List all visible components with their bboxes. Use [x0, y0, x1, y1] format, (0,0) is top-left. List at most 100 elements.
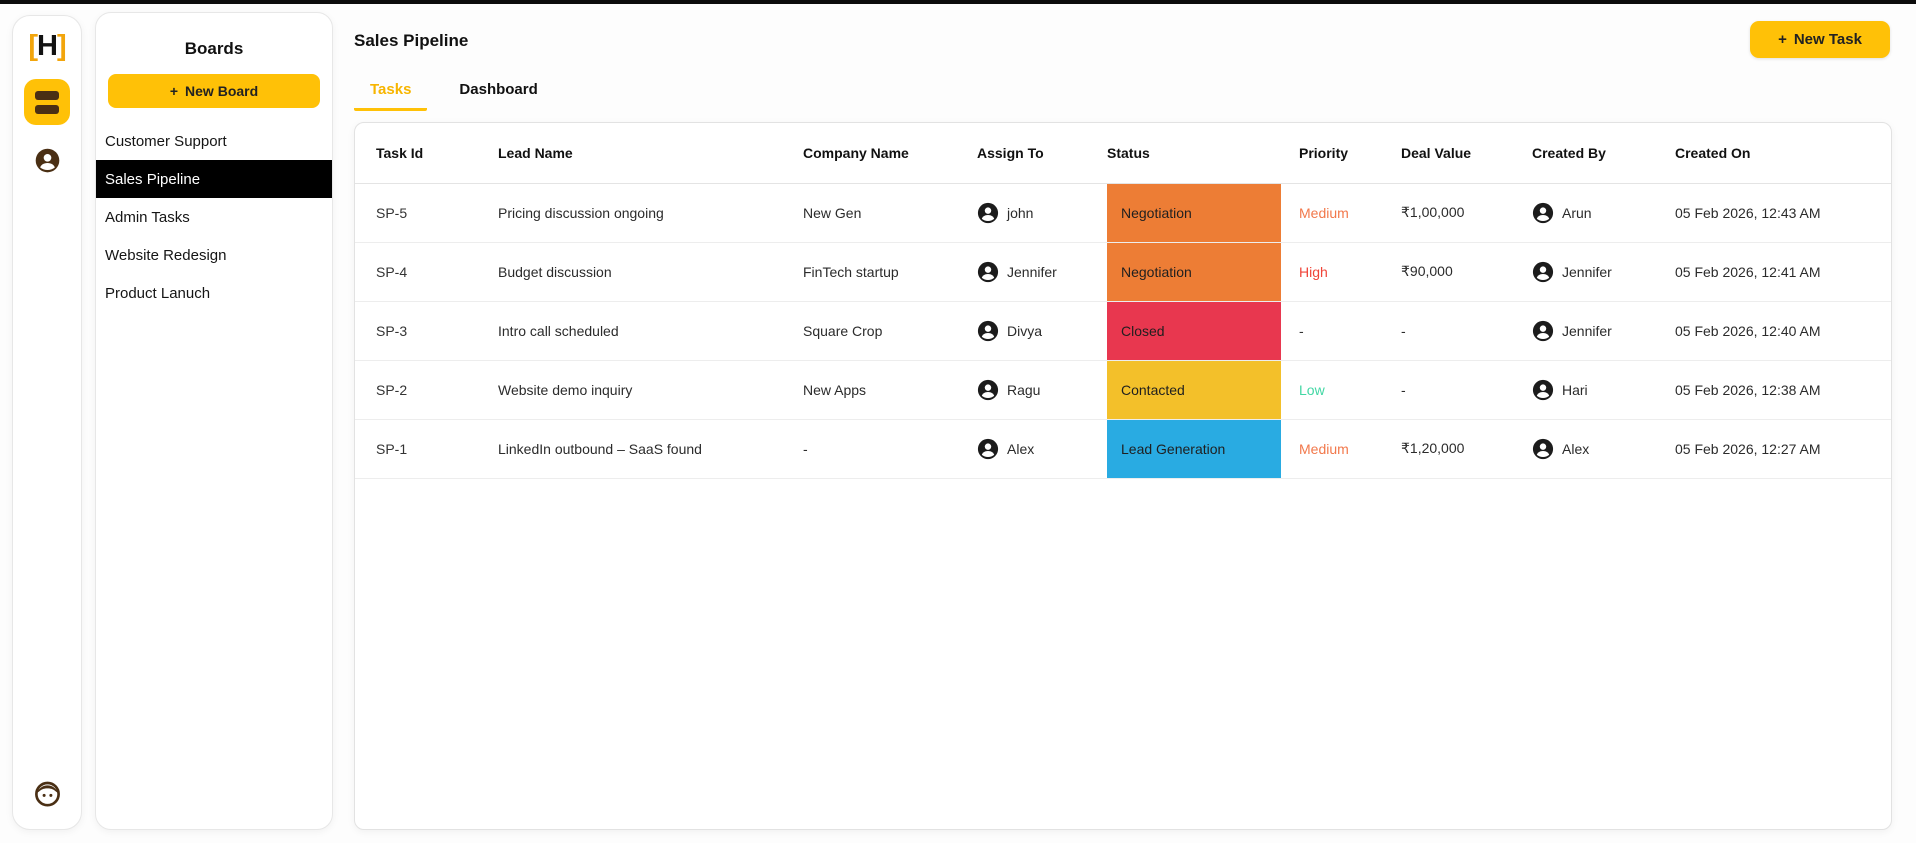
- column-header-company-name: Company Name: [803, 123, 977, 184]
- priority-label: High: [1299, 263, 1328, 280]
- person-avatar-icon: [977, 379, 999, 400]
- status-badge: Contacted: [1107, 360, 1281, 419]
- table-header-row: Task Id Lead Name Company Name Assign To Sta…: [355, 123, 1891, 184]
- status-badge: Lead Generation: [1107, 419, 1281, 478]
- lead-name-cell: Intro call scheduled: [498, 301, 803, 361]
- task-id-cell: SP-5: [355, 183, 498, 243]
- new-task-button-label: New Task: [1793, 31, 1862, 48]
- table-row[interactable]: SP-3 Intro call scheduled Square Crop Di…: [355, 301, 1891, 361]
- status-badge: Negotiation: [1107, 183, 1281, 242]
- priority-label: -: [1299, 322, 1304, 339]
- table-body: SP-5 Pricing discussion ongoing New Gen …: [355, 183, 1891, 479]
- assignee-name: Ragu: [1007, 381, 1041, 398]
- created-by-cell: Alex: [1532, 419, 1675, 479]
- tab-dashboard[interactable]: Dashboard: [459, 81, 538, 98]
- column-header-assign-to: Assign To: [977, 123, 1107, 184]
- boards-panel: Boards + New Board Customer Support Sales…: [95, 12, 333, 830]
- board-list-item[interactable]: Admin Tasks: [105, 208, 190, 226]
- task-id-cell: SP-1: [355, 419, 498, 479]
- priority-label: Low: [1299, 381, 1325, 398]
- user-avatar-icon[interactable]: [34, 147, 61, 179]
- status-cell: Closed: [1107, 301, 1281, 361]
- board-list-item[interactable]: Website Redesign: [105, 246, 227, 264]
- task-id-cell: SP-2: [355, 360, 498, 420]
- company-name-cell: New Gen: [803, 183, 977, 243]
- created-by-cell: Arun: [1532, 183, 1675, 243]
- board-list-item[interactable]: Sales Pipeline: [96, 160, 332, 198]
- company-name-cell: Square Crop: [803, 301, 977, 361]
- page-title: Sales Pipeline: [354, 31, 469, 50]
- top-edge-bar: [0, 0, 1916, 4]
- assignee-name: Divya: [1007, 322, 1043, 339]
- person-avatar-icon: [977, 202, 999, 223]
- tasks-table-card: Task Id Lead Name Company Name Assign To Sta…: [354, 122, 1892, 830]
- table-row[interactable]: SP-5 Pricing discussion ongoing New Gen …: [355, 183, 1891, 243]
- board-list-item[interactable]: Customer Support: [105, 132, 227, 150]
- table-row[interactable]: SP-1 LinkedIn outbound – SaaS found - Al…: [355, 419, 1891, 479]
- deal-value-cell: ₹1,00,000: [1401, 183, 1532, 243]
- logo-bracket-left: [: [28, 30, 38, 62]
- priority-label: Medium: [1299, 440, 1349, 457]
- column-header-status: Status: [1107, 123, 1281, 184]
- boards-panel-title: Boards: [184, 39, 244, 58]
- creator-name: Jennifer: [1562, 263, 1612, 280]
- status-cell: Lead Generation: [1107, 419, 1281, 479]
- priority-cell: Medium: [1281, 183, 1401, 243]
- assign-to-cell: Divya: [977, 301, 1107, 361]
- column-header-priority: Priority: [1281, 123, 1401, 184]
- created-on-cell: 05 Feb 2026, 12:41 AM: [1675, 242, 1891, 302]
- created-on-cell: 05 Feb 2026, 12:27 AM: [1675, 419, 1891, 479]
- company-name-cell: -: [803, 419, 977, 479]
- logo-letter: H: [37, 30, 58, 62]
- created-by-cell: Hari: [1532, 360, 1675, 420]
- created-on-cell: 05 Feb 2026, 12:40 AM: [1675, 301, 1891, 361]
- assignee-name: Jennifer: [1007, 263, 1057, 280]
- boards-icon-bar: [35, 90, 59, 100]
- person-avatar-icon: [1532, 379, 1554, 400]
- creator-name: Jennifer: [1562, 322, 1612, 339]
- table-row[interactable]: SP-2 Website demo inquiry New Apps Ragu …: [355, 360, 1891, 420]
- status-badge: Negotiation: [1107, 242, 1281, 301]
- table-row[interactable]: SP-4 Budget discussion FinTech startup J…: [355, 242, 1891, 302]
- boards-icon[interactable]: [24, 79, 70, 125]
- board-list-item[interactable]: Product Lanuch: [105, 284, 211, 302]
- creator-name: Hari: [1562, 381, 1588, 398]
- assign-to-cell: Jennifer: [977, 242, 1107, 302]
- person-avatar-icon: [977, 438, 999, 459]
- plus-icon: +: [169, 83, 179, 99]
- face-icon[interactable]: [33, 779, 62, 813]
- person-avatar-icon: [977, 320, 999, 341]
- column-header-created-by: Created By: [1532, 123, 1675, 184]
- creator-name: Arun: [1562, 204, 1592, 221]
- app-logo[interactable]: [H]: [28, 30, 67, 62]
- assign-to-cell: Ragu: [977, 360, 1107, 420]
- tab-tasks[interactable]: Tasks: [354, 77, 428, 111]
- deal-value-cell: -: [1401, 301, 1532, 361]
- column-header-created-on: Created On: [1675, 123, 1891, 184]
- status-cell: Contacted: [1107, 360, 1281, 420]
- plus-icon: +: [1778, 31, 1787, 48]
- lead-name-cell: Website demo inquiry: [498, 360, 803, 420]
- logo-bracket-right: ]: [56, 30, 67, 62]
- assign-to-cell: john: [977, 183, 1107, 243]
- new-board-button[interactable]: + New Board: [108, 74, 320, 108]
- icon-rail: [H]: [12, 15, 82, 830]
- tasks-table: Task Id Lead Name Company Name Assign To Sta…: [355, 123, 1891, 479]
- creator-name: Alex: [1562, 440, 1590, 457]
- column-header-task-id: Task Id: [355, 123, 498, 184]
- person-avatar-icon: [1532, 261, 1554, 282]
- task-id-cell: SP-4: [355, 242, 498, 302]
- deal-value-cell: ₹1,20,000: [1401, 419, 1532, 479]
- new-board-button-label: New Board: [185, 83, 259, 99]
- person-avatar-icon: [977, 261, 999, 282]
- status-cell: Negotiation: [1107, 183, 1281, 243]
- board-list: Customer Support Sales Pipeline Admin Task…: [96, 122, 332, 312]
- created-by-cell: Jennifer: [1532, 301, 1675, 361]
- company-name-cell: New Apps: [803, 360, 977, 420]
- task-id-cell: SP-3: [355, 301, 498, 361]
- person-avatar-icon: [1532, 202, 1554, 223]
- company-name-cell: FinTech startup: [803, 242, 977, 302]
- created-on-cell: 05 Feb 2026, 12:38 AM: [1675, 360, 1891, 420]
- new-task-button[interactable]: + New Task: [1750, 21, 1890, 58]
- assignee-name: john: [1007, 204, 1034, 221]
